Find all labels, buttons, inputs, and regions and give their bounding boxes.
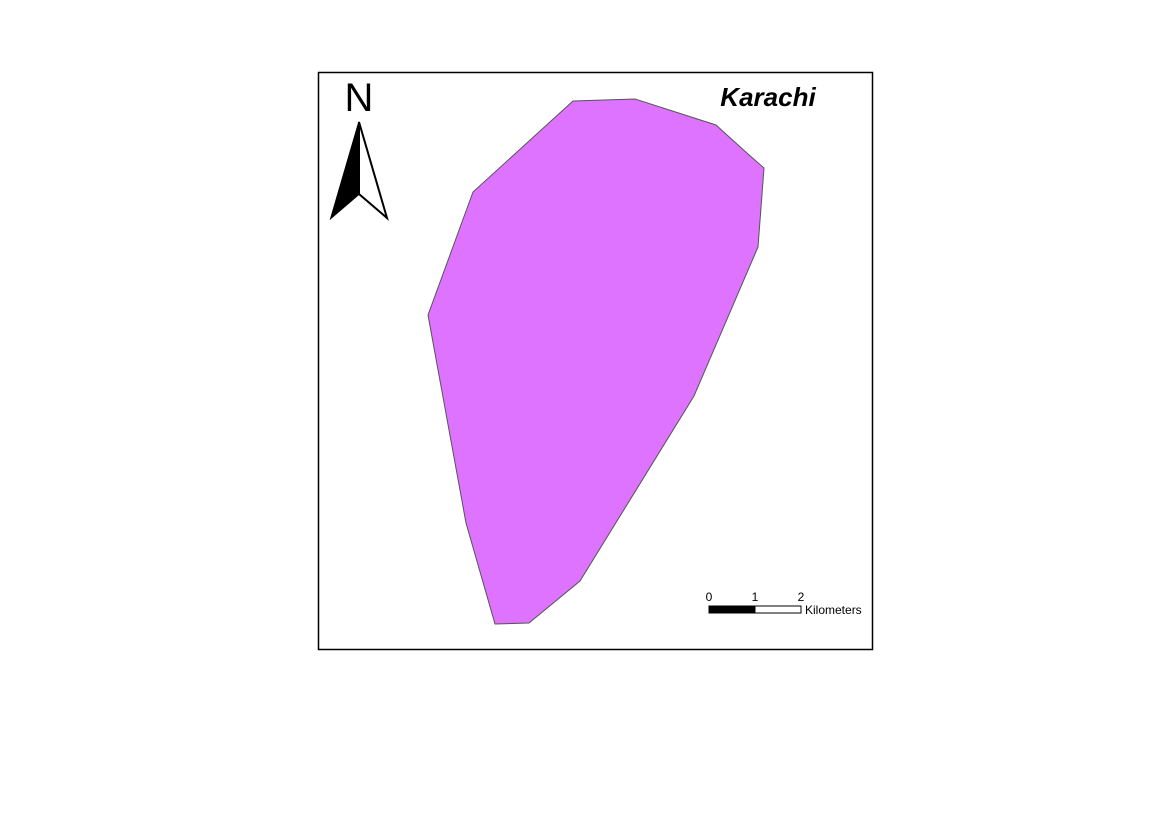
map-title: Karachi — [720, 82, 816, 112]
scale-bar-segment-2 — [754, 605, 802, 614]
scale-tick-label: 2 — [798, 590, 805, 604]
scale-unit-label: Kilometers — [805, 603, 862, 617]
north-letter: N — [345, 76, 374, 120]
scale-bar: 0 1 2 Kilometers — [706, 590, 862, 617]
scale-tick-label: 0 — [706, 590, 713, 604]
karachi-region-polygon[interactable] — [427, 98, 765, 625]
north-arrow-icon: N — [329, 76, 389, 221]
north-arrow-right-half — [358, 121, 389, 221]
scale-tick-label: 1 — [752, 590, 759, 604]
scale-bar-segment-1 — [708, 605, 756, 614]
